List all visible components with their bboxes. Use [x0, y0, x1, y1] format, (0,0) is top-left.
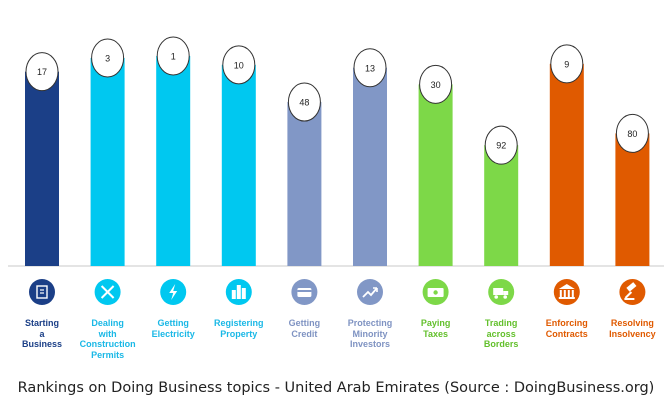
category-label-line: Contracts	[545, 328, 588, 339]
value-bubble	[156, 36, 190, 76]
money-icon	[422, 279, 449, 305]
value-bubble	[287, 82, 321, 122]
category-label: Enforcing Contracts	[535, 318, 599, 339]
category-label-line: Getting	[288, 318, 321, 328]
category-label: Resolving Insolvency	[600, 318, 664, 339]
category-label-line: across	[486, 328, 516, 339]
data-label: 17	[37, 67, 47, 77]
category-label-line: Registering	[214, 318, 264, 328]
category-label-line: Dealing	[91, 318, 124, 328]
tools-icon	[94, 279, 121, 305]
rankings-bar-chart: 17 3 1 10 48 13 30 92 9 80	[8, 36, 664, 305]
lightning-icon	[160, 279, 187, 305]
trend-chart-icon	[357, 279, 383, 305]
bar	[221, 64, 256, 266]
data-label: 9	[564, 59, 569, 69]
gavel-icon	[619, 279, 646, 305]
category-label-line: a	[39, 328, 45, 339]
chart-caption: Rankings on Doing Business topics - Unit…	[17, 380, 655, 396]
building-icon	[29, 279, 55, 305]
category-label: Registering Property	[207, 318, 271, 339]
category-label-line: Protecting	[347, 318, 393, 328]
bar	[156, 56, 191, 266]
data-label: 1	[171, 52, 176, 62]
bar	[615, 133, 650, 266]
category-label-line: Minority	[352, 328, 388, 339]
data-label: 10	[234, 60, 244, 70]
category-label: Starting a Business	[10, 318, 74, 350]
value-bubble	[615, 113, 649, 153]
category-label-line: with	[98, 328, 117, 339]
category-label-line: Getting	[157, 318, 189, 328]
value-bubble	[25, 52, 59, 92]
category-label-line: Investors	[349, 339, 391, 349]
city-icon	[225, 279, 252, 305]
category-label: Getting Credit	[272, 318, 336, 339]
bar	[287, 102, 322, 266]
data-label: 13	[365, 63, 375, 73]
category-label-line: Trading	[484, 318, 518, 328]
category-label-line: Paying	[420, 318, 451, 328]
card-icon	[291, 279, 318, 305]
data-label: 3	[105, 53, 110, 63]
data-label: 80	[627, 129, 637, 139]
value-bubble	[353, 48, 387, 88]
data-label: 30	[431, 80, 441, 90]
courthouse-icon	[553, 279, 580, 305]
value-bubble	[222, 45, 256, 85]
category-label-line: Electricity	[151, 328, 195, 339]
category-label: Paying Taxes	[404, 318, 468, 339]
category-label: Protecting Minority Investors	[338, 318, 402, 350]
bar	[418, 84, 453, 266]
category-label-line: Starting	[24, 318, 59, 328]
category-label-line: Permits	[91, 349, 125, 360]
category-label-line: Credit	[291, 328, 318, 339]
category-label-line: Business	[21, 339, 63, 349]
data-label: 48	[299, 98, 309, 108]
category-label-line: Resolving	[610, 318, 654, 328]
data-label: 92	[496, 141, 506, 151]
category-label-line: Borders	[483, 339, 519, 349]
value-bubble	[91, 38, 125, 78]
value-bubble	[419, 64, 453, 104]
category-label: Getting Electricity	[141, 318, 205, 339]
bar	[25, 71, 59, 267]
truck-icon	[488, 279, 515, 305]
category-label-line: Insolvency	[609, 328, 656, 339]
bar	[484, 145, 519, 266]
category-label-line: Property	[220, 328, 258, 339]
category-label: Dealing with Construction Permits	[76, 318, 140, 360]
value-bubble	[484, 125, 518, 165]
category-label-line: Construction	[79, 339, 136, 349]
bar	[353, 67, 387, 266]
category-label-line: Enforcing	[545, 318, 588, 328]
category-label-line: Taxes	[423, 328, 449, 339]
category-label: Trading across Borders	[469, 318, 533, 350]
bar	[90, 57, 125, 267]
value-bubble	[550, 44, 584, 84]
bar	[549, 63, 584, 267]
